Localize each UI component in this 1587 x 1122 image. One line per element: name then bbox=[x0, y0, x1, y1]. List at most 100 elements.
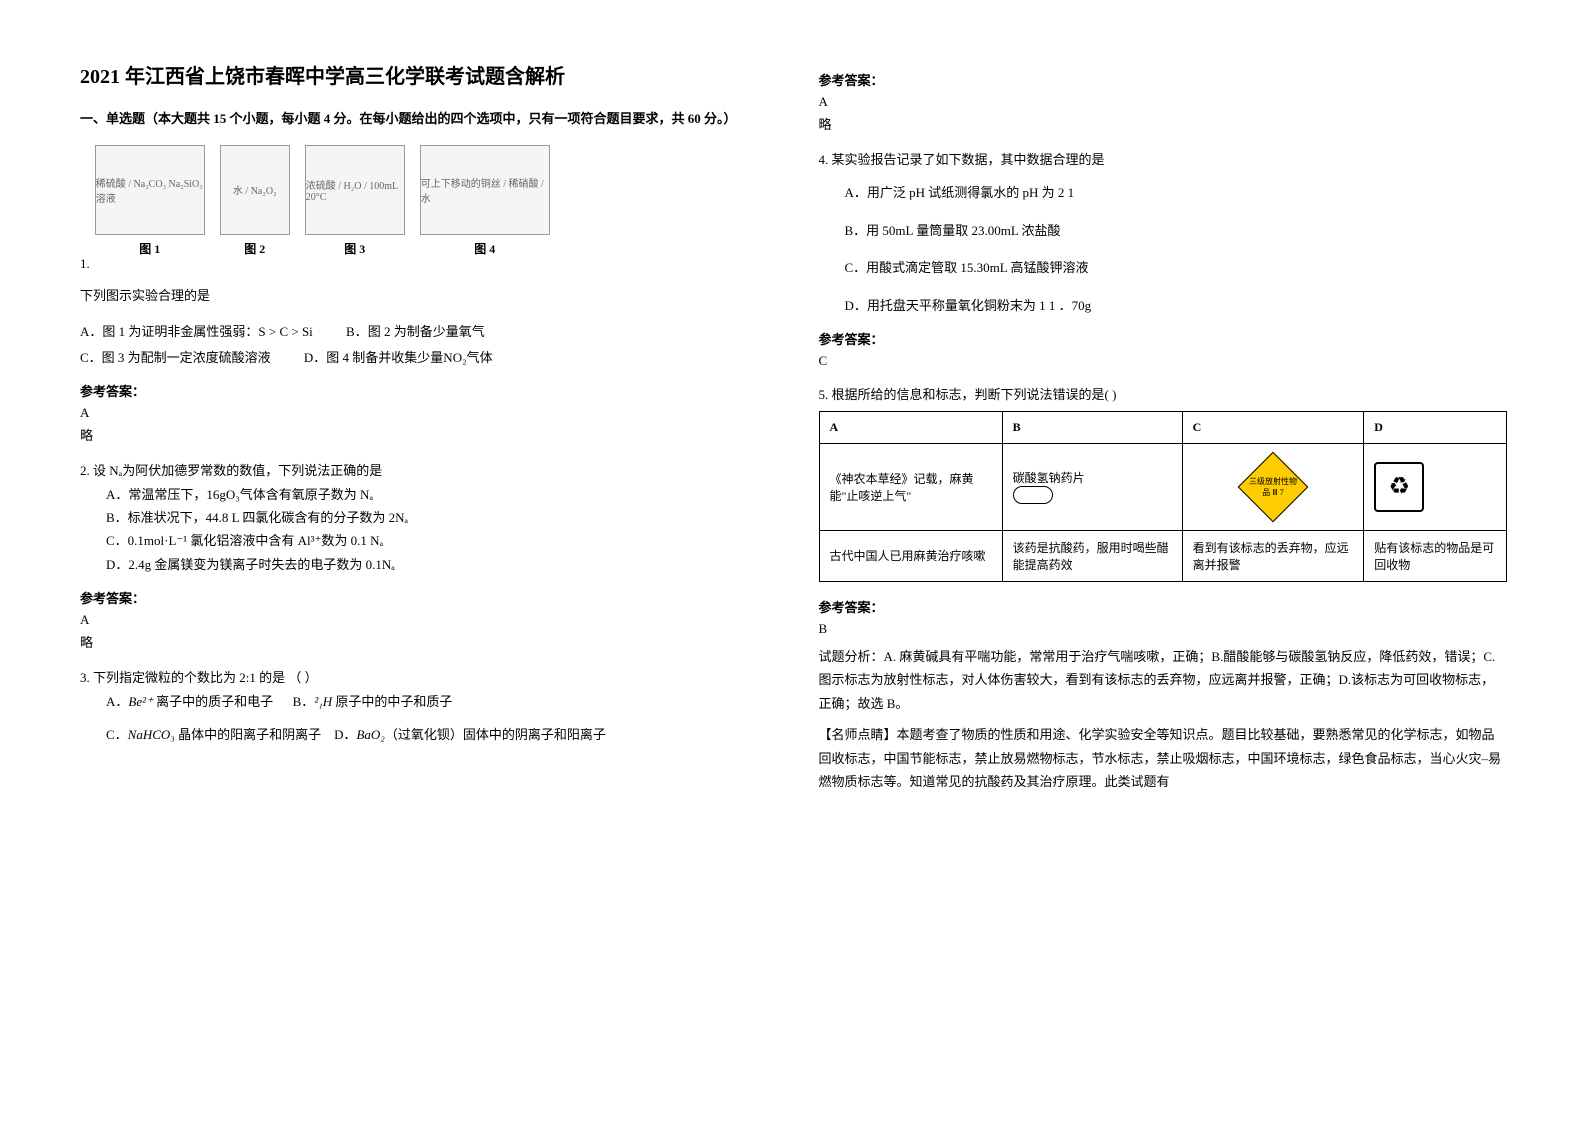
q3-row2: C．NaHCO₃ 晶体中的阳离子和阴离子 D．BaO₂（过氧化钡）固体中的阴离子… bbox=[106, 723, 769, 746]
q4-optB: B．用 50mL 量筒量取 23.00mL 浓盐酸 bbox=[845, 219, 1508, 242]
q5-stem: 根据所给的信息和标志，判断下列说法错误的是( ) bbox=[832, 387, 1117, 402]
q4-optD: D．用托盘天平称量氧化铜粉末为 1 1 ．70g bbox=[845, 294, 1508, 317]
left-column: 2021 年江西省上饶市春晖中学高三化学联考试题含解析 一、单选题（本大题共 1… bbox=[80, 60, 769, 1062]
q2-optA: A．常温常压下，16gO₃气体含有氧原子数为 Nₐ bbox=[106, 483, 769, 506]
figure-1-image: 稀硫酸 / Na₂CO₃ Na₂SiO₃溶液 bbox=[95, 145, 205, 235]
q3-number: 3. bbox=[80, 670, 90, 685]
q5-tip-text: 本题考查了物质的性质和用途、化学实验安全等知识点。题目比较基础，要熟悉常见的化学… bbox=[819, 727, 1502, 789]
q3-options: A．Be²⁺ 离子中的质子和电子 B．²₁H 原子中的中子和质子 C．NaHCO… bbox=[80, 690, 769, 747]
hazard-text: 三级放射性物品 Ⅲ 7 bbox=[1249, 476, 1297, 498]
q5-number: 5. bbox=[819, 387, 829, 402]
q2-answer: A bbox=[80, 612, 769, 628]
q3-optB-pre: B． bbox=[293, 694, 315, 709]
q4-stem: 某实验报告记录了如下数据，其中数据合理的是 bbox=[832, 152, 1105, 167]
hazard-sign-wrapper: 三级放射性物品 Ⅲ 7 bbox=[1193, 452, 1354, 522]
table-row-1: 《神农本草经》记载，麻黄能"止咳逆上气" 碳酸氢钠药片 三级放射性物品 Ⅲ 7 … bbox=[819, 443, 1507, 530]
q5: 5. 根据所给的信息和标志，判断下列说法错误的是( ) A B C D 《神农本… bbox=[819, 384, 1508, 793]
cell-C1: 三级放射性物品 Ⅲ 7 bbox=[1182, 443, 1364, 530]
cell-A2: 古代中国人已用麻黄治疗咳嗽 bbox=[819, 530, 1002, 581]
q3-optC-post: 晶体中的阳离子和阴离子 bbox=[175, 727, 321, 742]
q2-options: A．常温常压下，16gO₃气体含有氧原子数为 Nₐ B．标准状况下，44.8 L… bbox=[80, 483, 769, 577]
q2-note: 略 bbox=[80, 632, 769, 651]
figure-2: 水 / Na₂O₂ 图 2 bbox=[220, 145, 290, 257]
q2-optD: D．2.4g 金属镁变为镁离子时失去的电子数为 0.1Nₐ bbox=[106, 553, 769, 576]
q3-optA-post: 离子中的质子和电子 bbox=[153, 694, 273, 709]
figure-3: 浓硫酸 / H₂O / 100mL 20°C 图 3 bbox=[305, 145, 405, 257]
figure-3-caption: 图 3 bbox=[344, 240, 365, 257]
cell-D1: ♻ bbox=[1364, 443, 1507, 530]
q3: 3. 下列指定微粒的个数比为 2:1 的是 （ ） A．Be²⁺ 离子中的质子和… bbox=[80, 666, 769, 746]
q2-optB: B．标准状况下，44.8 L 四氯化碳含有的分子数为 2Nₐ bbox=[106, 506, 769, 529]
q2-optC: C．0.1mol·L⁻¹ 氯化铝溶液中含有 Al³⁺数为 0.1 Nₐ bbox=[106, 529, 769, 552]
q4-options: A．用广泛 pH 试纸测得氯水的 pH 为 2 1 B．用 50mL 量筒量取 … bbox=[819, 181, 1508, 317]
section-intro: 一、单选题（本大题共 15 个小题，每小题 4 分。在每小题给出的四个选项中，只… bbox=[80, 109, 769, 130]
table-header-B: B bbox=[1002, 411, 1182, 443]
pill-icon bbox=[1013, 486, 1053, 504]
figure-4-image: 可上下移动的铜丝 / 稀硝酸 / 水 bbox=[420, 145, 550, 235]
figure-2-image: 水 / Na₂O₂ bbox=[220, 145, 290, 235]
figure-2-caption: 图 2 bbox=[244, 240, 265, 257]
q4: 4. 某实验报告记录了如下数据，其中数据合理的是 A．用广泛 pH 试纸测得氯水… bbox=[819, 148, 1508, 317]
q1-stem: 下列图示实验合理的是 bbox=[80, 284, 769, 307]
cell-B2: 该药是抗酸药，服用时喝些醋能提高药效 bbox=[1002, 530, 1182, 581]
q5-analysis-label: 试题分析： bbox=[819, 649, 884, 664]
q4-optC: C．用酸式滴定管取 15.30mL 高锰酸钾溶液 bbox=[845, 256, 1508, 279]
cell-D2: 贴有该标志的物品是可回收物 bbox=[1364, 530, 1507, 581]
q3-answer: A bbox=[819, 94, 1508, 110]
q5-analysis: 试题分析：A. 麻黄碱具有平喘功能，常常用于治疗气喘咳嗽，正确；B.醋酸能够与碳… bbox=[819, 645, 1508, 715]
q3-optB-formula: ²₁H bbox=[314, 694, 332, 709]
q1-answer: A bbox=[80, 405, 769, 421]
table-row-2: 古代中国人已用麻黄治疗咳嗽 该药是抗酸药，服用时喝些醋能提高药效 看到有该标志的… bbox=[819, 530, 1507, 581]
q2-stem: 设 Nₐ为阿伏加德罗常数的数值，下列说法正确的是 bbox=[93, 463, 382, 478]
figure-3-image: 浓硫酸 / H₂O / 100mL 20°C bbox=[305, 145, 405, 235]
figure-1-caption: 图 1 bbox=[139, 240, 160, 257]
q2-number: 2. bbox=[80, 463, 90, 478]
q3-optC-pre: C． bbox=[106, 727, 128, 742]
q5-tip-label: 【名师点睛】 bbox=[819, 727, 897, 742]
q1-answer-label: 参考答案： bbox=[80, 381, 769, 400]
recycle-icon: ♻ bbox=[1374, 462, 1424, 512]
q3-optA-pre: A． bbox=[106, 694, 128, 709]
q5-answer-label: 参考答案： bbox=[819, 597, 1508, 616]
page-title: 2021 年江西省上饶市春晖中学高三化学联考试题含解析 bbox=[80, 60, 769, 89]
q3-optD-pre: D． bbox=[334, 727, 356, 742]
q4-optA: A．用广泛 pH 试纸测得氯水的 pH 为 2 1 bbox=[845, 181, 1508, 204]
radioactive-hazard-icon: 三级放射性物品 Ⅲ 7 bbox=[1238, 452, 1309, 523]
cell-A1: 《神农本草经》记载，麻黄能"止咳逆上气" bbox=[819, 443, 1002, 530]
q3-optA-formula: Be²⁺ bbox=[128, 694, 152, 709]
q4-answer: C bbox=[819, 353, 1508, 369]
q3-answer-label: 参考答案： bbox=[819, 70, 1508, 89]
q3-optD-formula: BaO₂ bbox=[356, 727, 384, 742]
figure-4-caption: 图 4 bbox=[474, 240, 495, 257]
figure-1: 稀硫酸 / Na₂CO₃ Na₂SiO₃溶液 图 1 bbox=[95, 145, 205, 257]
cell-C2: 看到有该标志的丢弃物，应远离并报警 bbox=[1182, 530, 1364, 581]
table-header-row: A B C D bbox=[819, 411, 1507, 443]
q5-tip: 【名师点睛】本题考查了物质的性质和用途、化学实验安全等知识点。题目比较基础，要熟… bbox=[819, 723, 1508, 793]
q3-optB-post: 原子中的中子和质子 bbox=[332, 694, 452, 709]
q4-answer-label: 参考答案： bbox=[819, 329, 1508, 348]
q2-answer-label: 参考答案： bbox=[80, 588, 769, 607]
q1-options: A．图 1 为证明非金属性强弱：S > C > Si B．图 2 为制备少量氧气… bbox=[80, 319, 769, 371]
q3-note: 略 bbox=[819, 114, 1508, 133]
table-header-C: C bbox=[1182, 411, 1364, 443]
figure-row: 稀硫酸 / Na₂CO₃ Na₂SiO₃溶液 图 1 水 / Na₂O₂ 图 2… bbox=[95, 145, 550, 257]
q1-note: 略 bbox=[80, 425, 769, 444]
q1-optC: C．图 3 为配制一定浓度硫酸溶液 bbox=[80, 345, 271, 371]
q1-optD: D．图 4 制备并收集少量NO₂气体 bbox=[304, 345, 493, 371]
q5-analysis-text: A. 麻黄碱具有平喘功能，常常用于治疗气喘咳嗽，正确；B.醋酸能够与碳酸氢钠反应… bbox=[819, 649, 1496, 711]
q3-optD-post: （过氧化钡）固体中的阴离子和阳离子 bbox=[385, 727, 606, 742]
q5-answer: B bbox=[819, 621, 1508, 637]
right-column: 参考答案： A 略 4. 某实验报告记录了如下数据，其中数据合理的是 A．用广泛… bbox=[819, 60, 1508, 1062]
cell-B1-text: 碳酸氢钠药片 bbox=[1013, 469, 1172, 486]
q4-number: 4. bbox=[819, 152, 829, 167]
q1-number: 1. bbox=[80, 256, 90, 272]
table-header-D: D bbox=[1364, 411, 1507, 443]
q2: 2. 设 Nₐ为阿伏加德罗常数的数值，下列说法正确的是 A．常温常压下，16gO… bbox=[80, 459, 769, 576]
q1-optA: A．图 1 为证明非金属性强弱：S > C > Si bbox=[80, 319, 313, 345]
figure-4: 可上下移动的铜丝 / 稀硝酸 / 水 图 4 bbox=[420, 145, 550, 257]
q5-table: A B C D 《神农本草经》记载，麻黄能"止咳逆上气" 碳酸氢钠药片 三级放射… bbox=[819, 411, 1508, 582]
q3-stem: 下列指定微粒的个数比为 2:1 的是 （ ） bbox=[93, 670, 318, 685]
q1-figures-row: 1. 稀硫酸 / Na₂CO₃ Na₂SiO₃溶液 图 1 水 / Na₂O₂ … bbox=[80, 145, 769, 272]
cell-B1: 碳酸氢钠药片 bbox=[1002, 443, 1182, 530]
table-header-A: A bbox=[819, 411, 1002, 443]
